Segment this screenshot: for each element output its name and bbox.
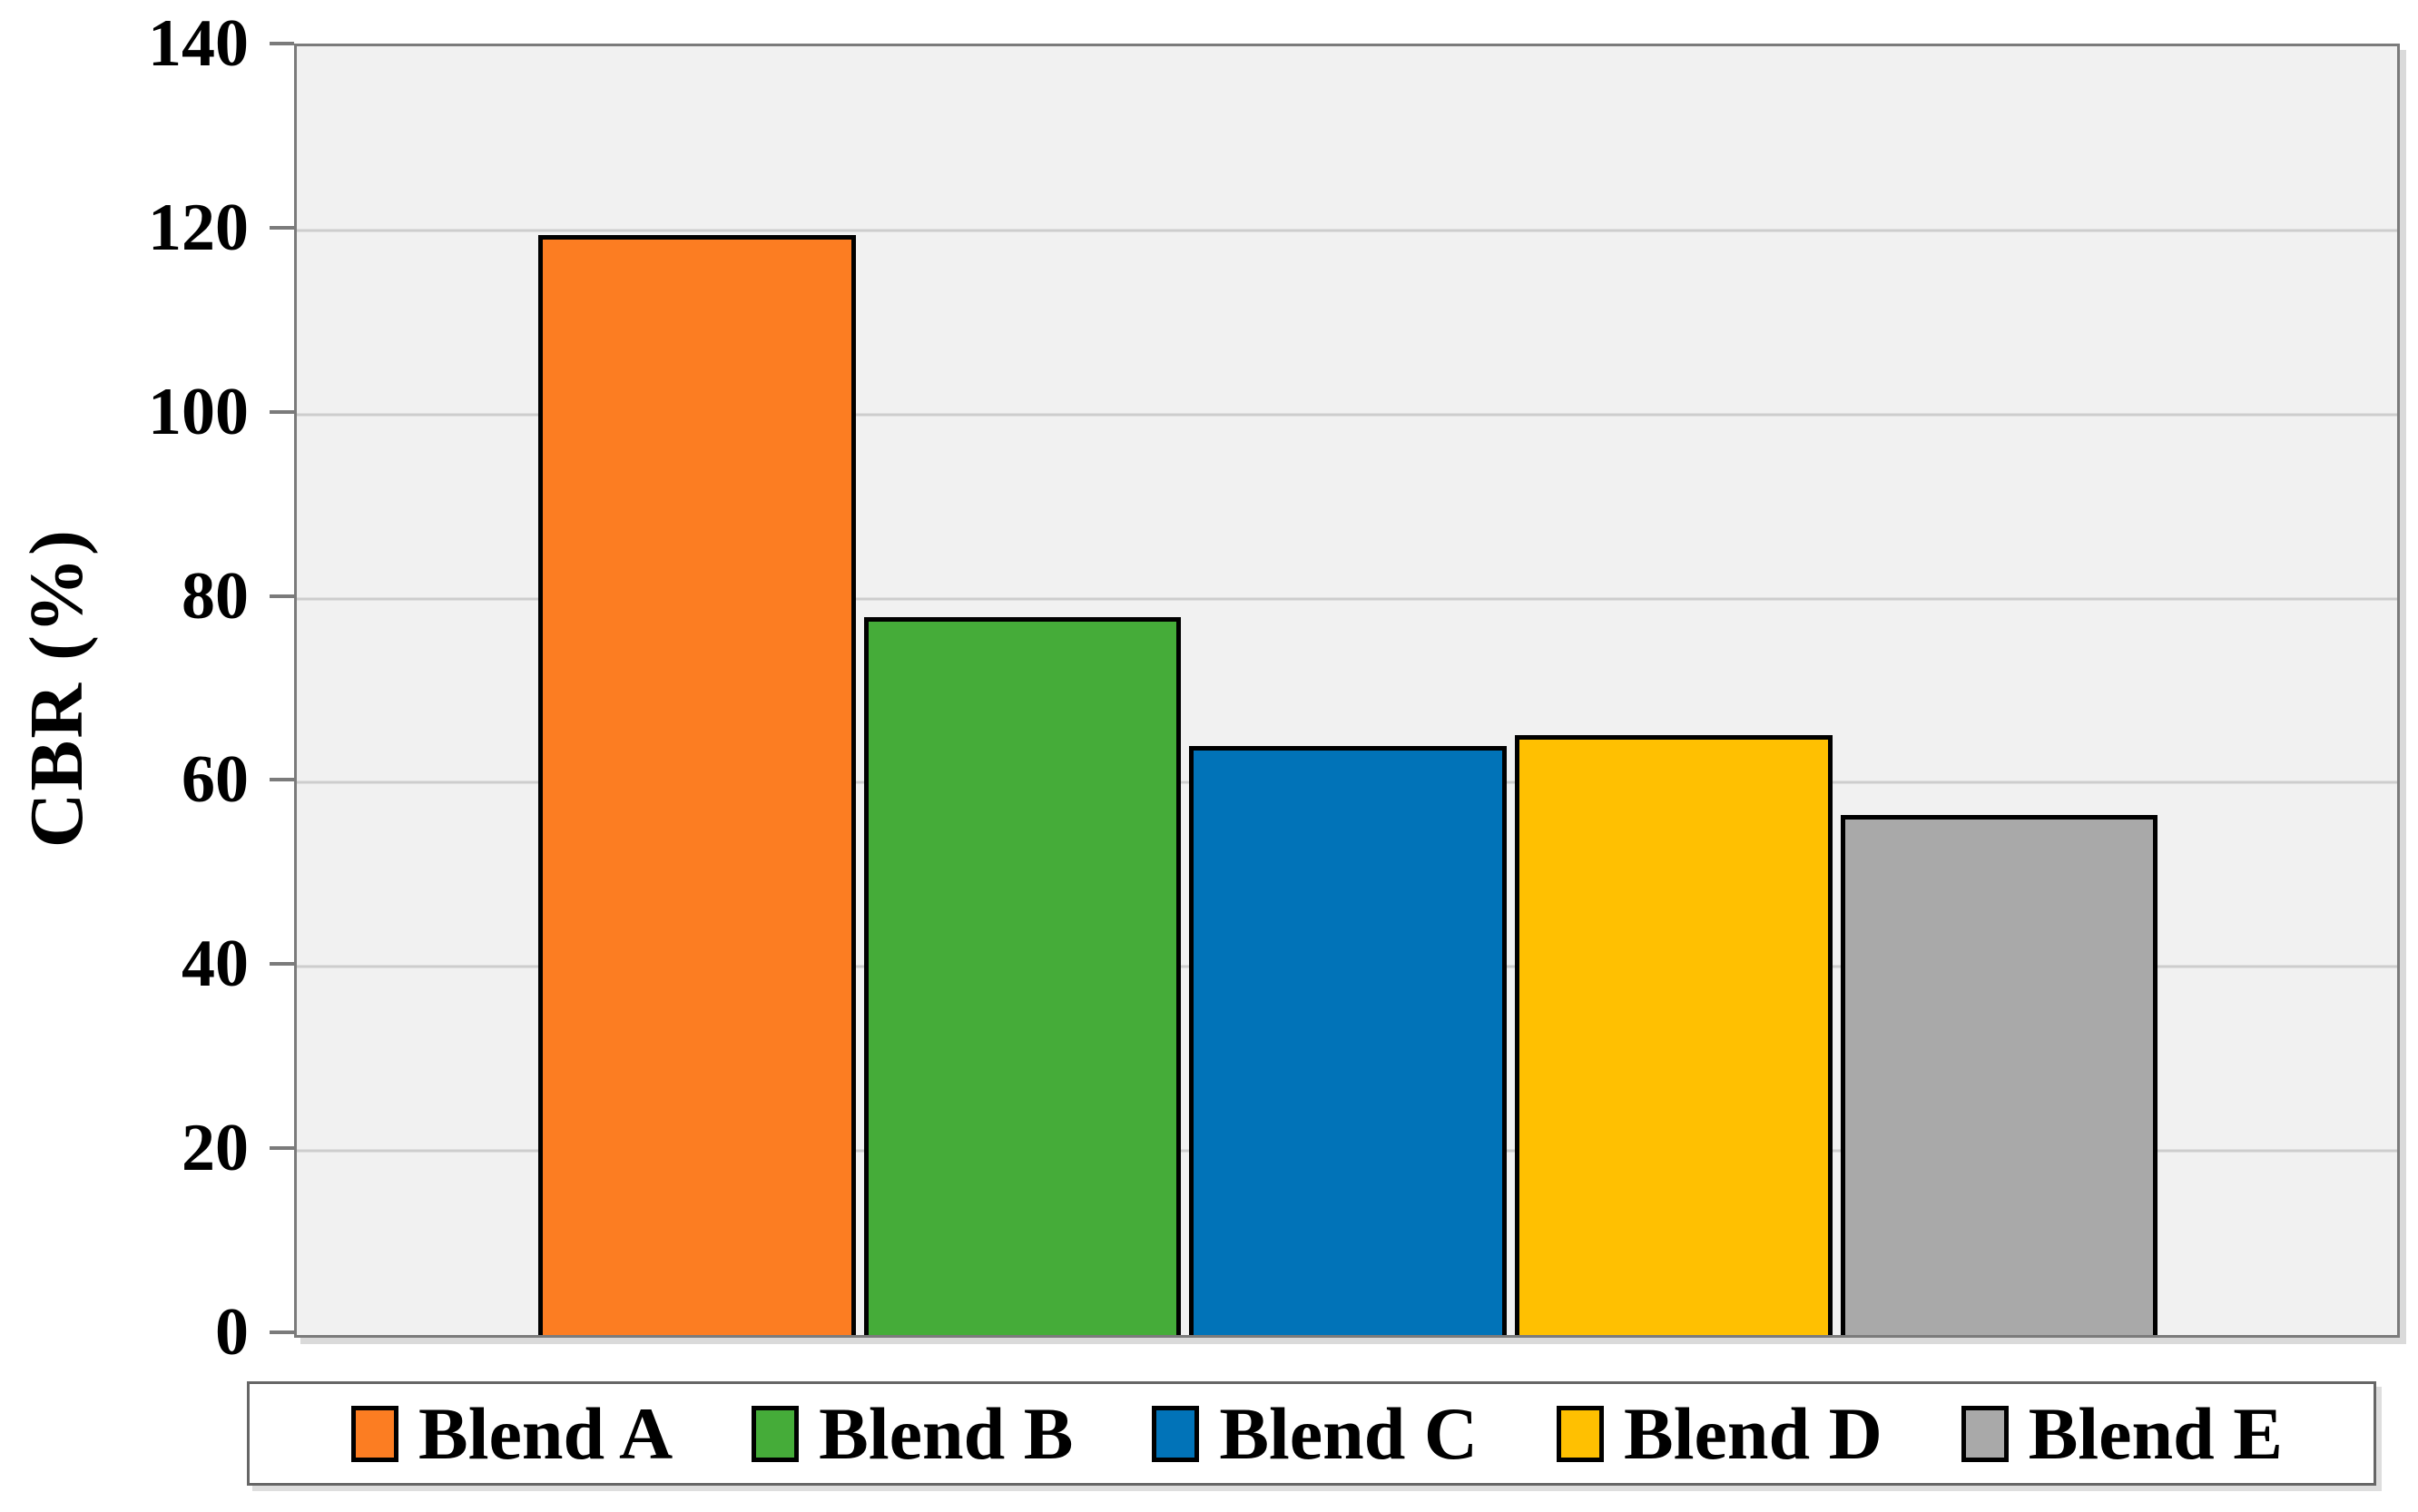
legend-label-blend-d: Blend D — [1624, 1391, 1882, 1475]
y-tick-mark-140 — [270, 42, 294, 45]
y-tick-label-100: 100 — [148, 374, 249, 449]
legend-swatch-blend-d — [1557, 1405, 1604, 1462]
y-tick-label-80: 80 — [182, 558, 249, 633]
legend-item-blend-b: Blend B — [752, 1391, 1074, 1475]
legend-item-blend-d: Blend D — [1557, 1391, 1882, 1475]
legend-item-blend-e: Blend E — [1961, 1391, 2283, 1475]
y-tick-mark-100 — [270, 409, 294, 414]
bar-blend-e — [1840, 814, 2158, 1335]
legend: Blend A Blend B Blend C Blend D Blend E — [247, 1381, 2376, 1486]
y-axis: 0 20 40 60 80 100 120 140 — [0, 10, 294, 1366]
gridline-120 — [297, 229, 2397, 232]
plot-area — [294, 44, 2400, 1338]
bar-blend-c — [1189, 745, 1507, 1335]
bar-blend-d — [1515, 734, 1833, 1335]
y-tick-label-140: 140 — [148, 6, 249, 81]
legend-item-blend-a: Blend A — [351, 1391, 673, 1475]
y-tick-mark-120 — [270, 225, 294, 230]
y-tick-mark-80 — [270, 594, 294, 598]
bar-blend-a — [538, 234, 856, 1335]
y-tick-label-20: 20 — [182, 1111, 249, 1186]
y-tick-mark-20 — [270, 1146, 294, 1151]
legend-label-blend-c: Blend C — [1219, 1391, 1479, 1475]
legend-label-blend-a: Blend A — [418, 1391, 673, 1475]
legend-swatch-blend-b — [752, 1405, 800, 1462]
y-tick-label-0: 0 — [215, 1295, 249, 1370]
legend-label-blend-e: Blend E — [2028, 1391, 2283, 1475]
y-tick-mark-40 — [270, 962, 294, 967]
legend-swatch-blend-e — [1961, 1405, 2009, 1462]
gridline-80 — [297, 597, 2397, 601]
y-tick-mark-0 — [270, 1330, 294, 1334]
y-tick-label-40: 40 — [182, 927, 249, 1002]
y-tick-label-60: 60 — [182, 742, 249, 818]
legend-swatch-blend-c — [1152, 1405, 1200, 1462]
gridline-100 — [297, 413, 2397, 417]
legend-item-blend-c: Blend C — [1152, 1391, 1479, 1475]
y-tick-mark-60 — [270, 778, 294, 782]
legend-label-blend-b: Blend B — [819, 1391, 1074, 1475]
y-tick-label-120: 120 — [148, 190, 249, 265]
bar-blend-b — [863, 616, 1182, 1335]
legend-swatch-blend-a — [351, 1405, 398, 1462]
